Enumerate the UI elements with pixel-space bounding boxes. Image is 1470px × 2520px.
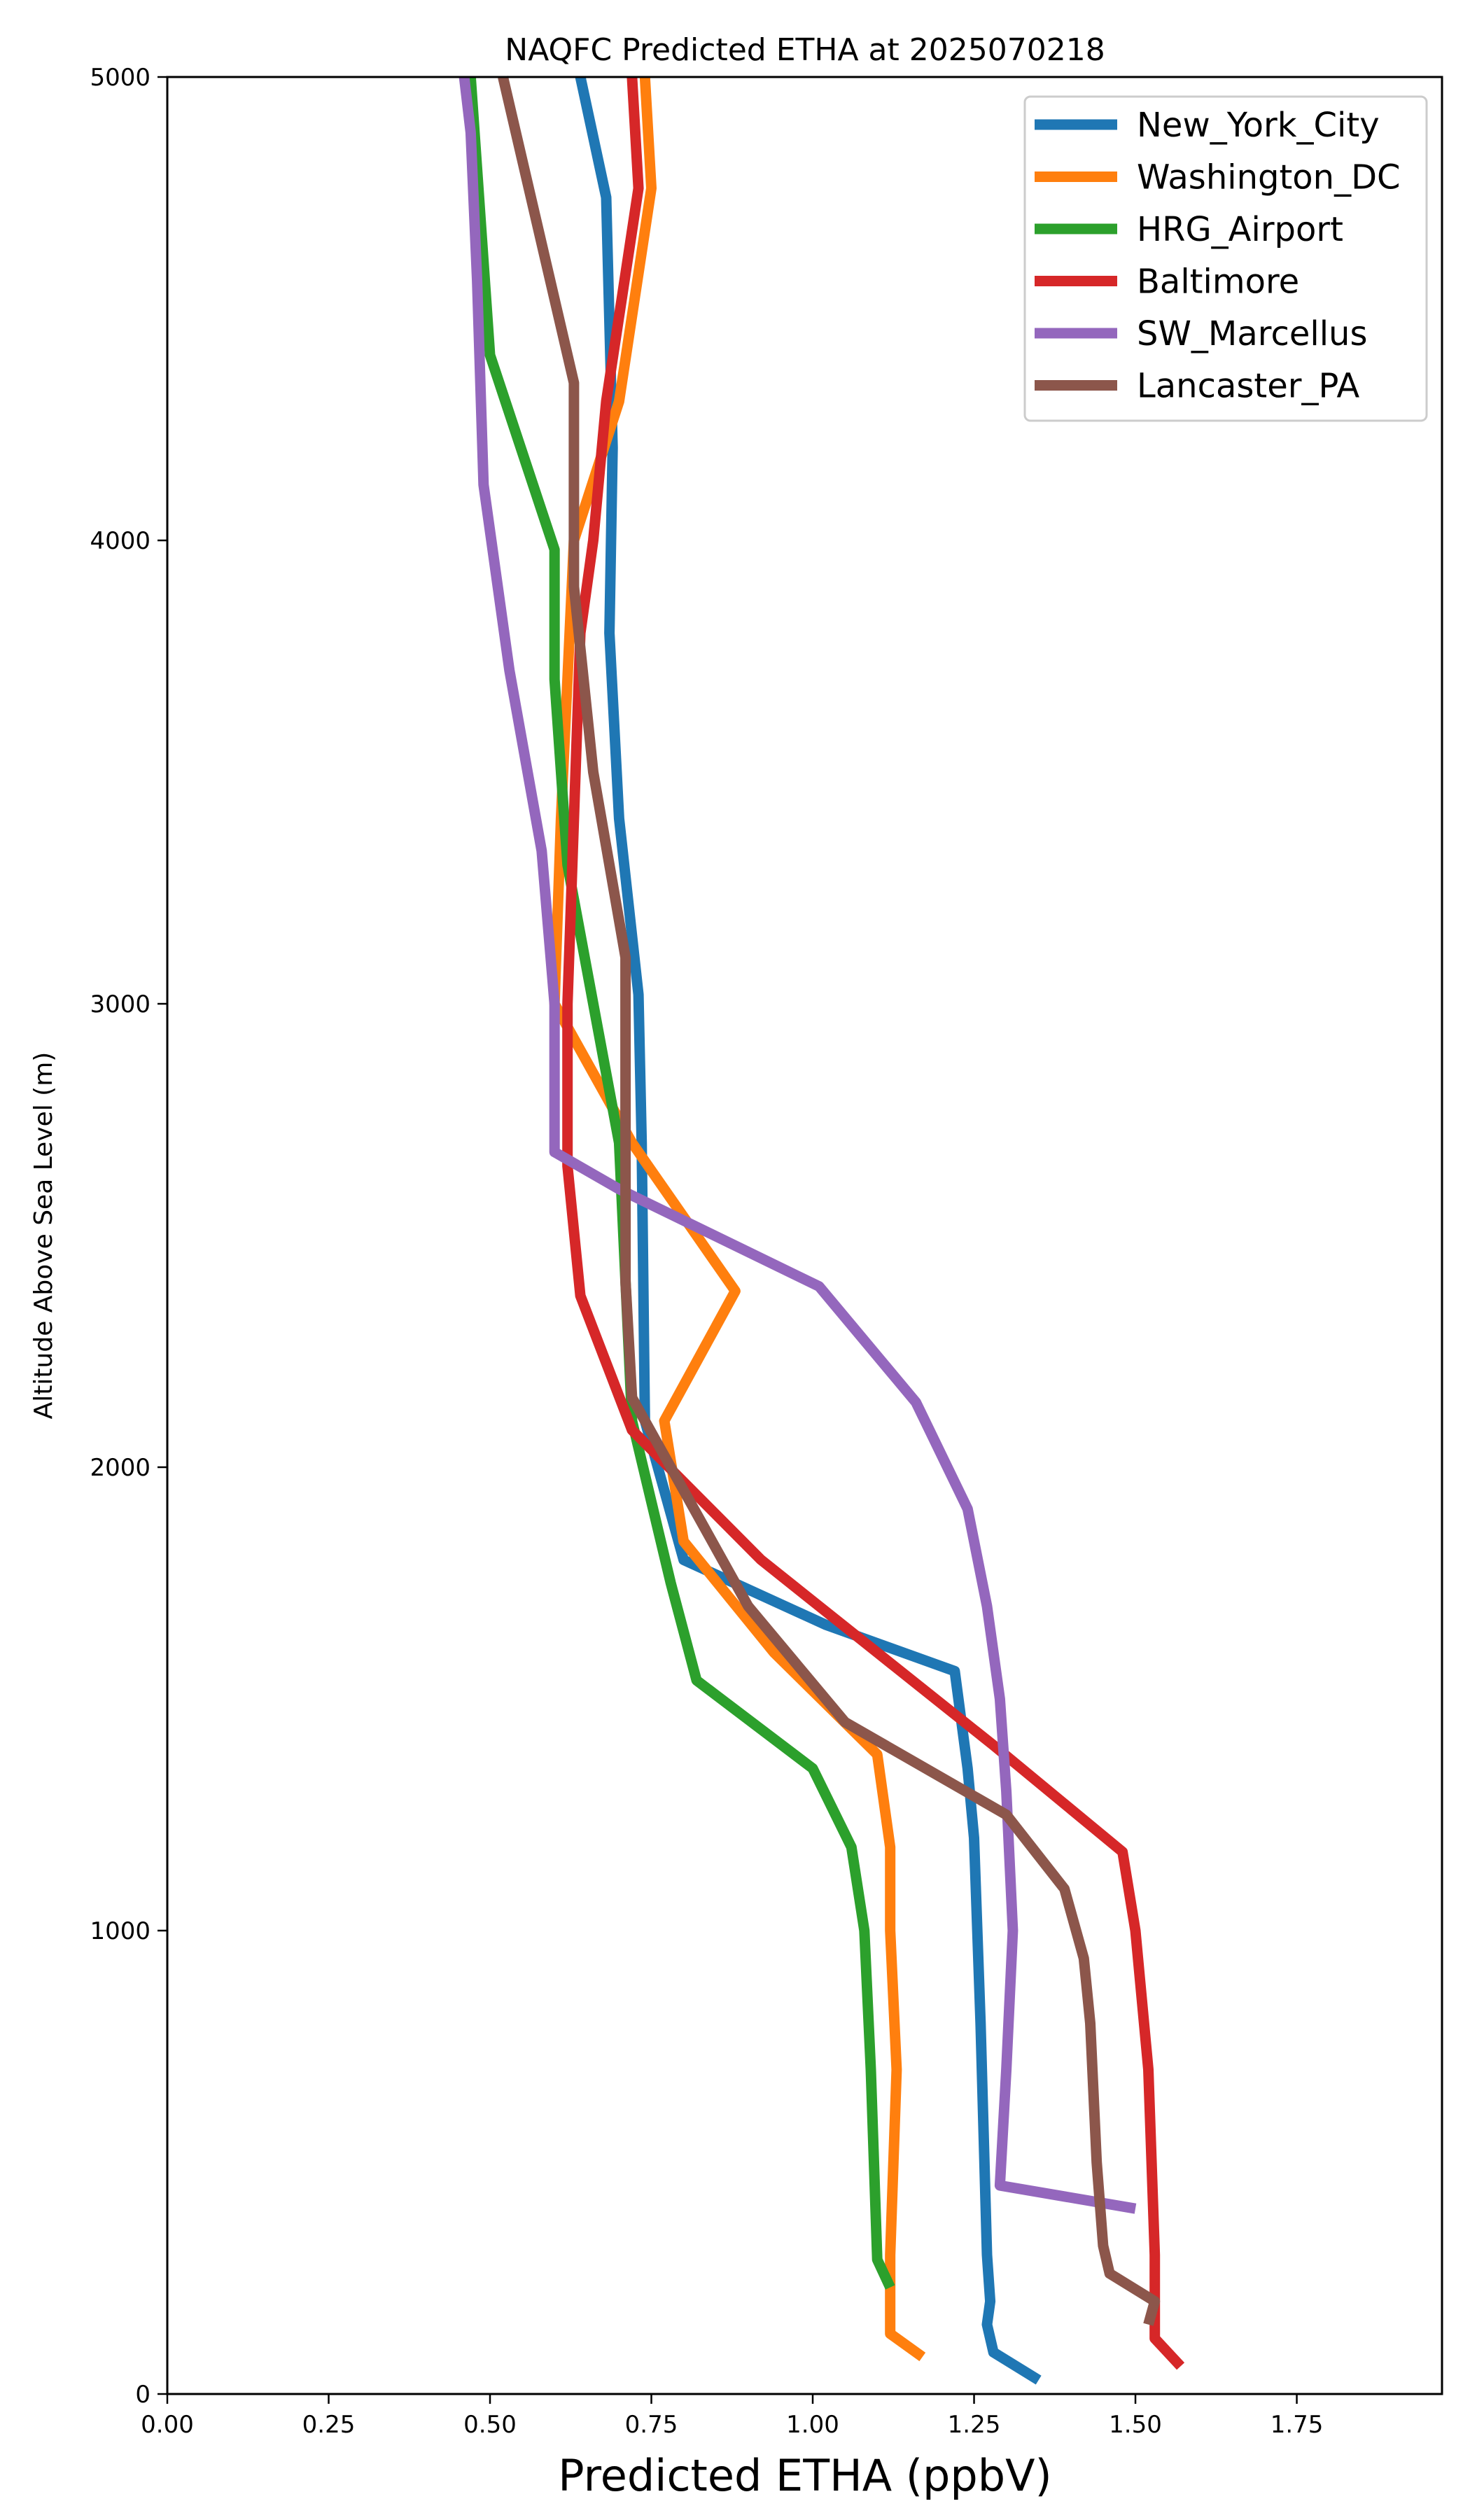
- x-tick-label: 0.00: [141, 2411, 194, 2439]
- legend-label: SW_Marcellus: [1137, 314, 1367, 354]
- chart-title: NAQFC Predicted ETHA at 2025070218: [505, 32, 1105, 68]
- y-tick-label: 1000: [90, 1917, 150, 1945]
- legend-label: HRG_Airport: [1137, 210, 1343, 249]
- y-tick-label: 5000: [90, 64, 150, 92]
- legend-label: New_York_City: [1137, 106, 1380, 145]
- series-line-baltimore: [562, 76, 1185, 2370]
- plot-frame: [166, 76, 1443, 2395]
- legend-label: Baltimore: [1137, 262, 1299, 302]
- legend-label: Washington_DC: [1137, 158, 1401, 197]
- x-axis: 0.00 0.25 0.50 0.75 1.00 1.25 1.50 1.75: [141, 2394, 1323, 2439]
- y-tick-label: 3000: [90, 990, 150, 1018]
- x-axis-label: Predicted ETHA (ppbV): [558, 2450, 1051, 2501]
- y-axis-label: Altitude Above Sea Level (m): [29, 1052, 58, 1420]
- x-tick-label: 0.25: [302, 2411, 356, 2439]
- x-tick-label: 1.50: [1109, 2411, 1162, 2439]
- y-tick-label: 0: [135, 2381, 150, 2409]
- series-line-sw-marcellus: [458, 76, 1137, 2214]
- series-line-hrg-airport: [465, 76, 895, 2290]
- series-layer: [458, 76, 1185, 2385]
- x-tick-label: 0.75: [625, 2411, 678, 2439]
- series-line-lancaster-pa: [498, 76, 1161, 2326]
- x-tick-label: 0.50: [463, 2411, 517, 2439]
- x-tick-label: 1.00: [786, 2411, 839, 2439]
- x-tick-label: 1.25: [948, 2411, 1001, 2439]
- series-line-new-york-city: [575, 76, 1042, 2385]
- x-tick-label: 1.75: [1270, 2411, 1324, 2439]
- legend: New_York_City Washington_DC HRG_Airport Bal…: [1023, 95, 1428, 422]
- y-tick-label: 4000: [90, 527, 150, 555]
- legend-box: [1023, 95, 1428, 422]
- y-tick-label: 2000: [90, 1454, 150, 1482]
- legend-label: Lancaster_PA: [1137, 367, 1359, 406]
- y-axis: 0 1000 2000 3000 4000 5000: [90, 64, 167, 2409]
